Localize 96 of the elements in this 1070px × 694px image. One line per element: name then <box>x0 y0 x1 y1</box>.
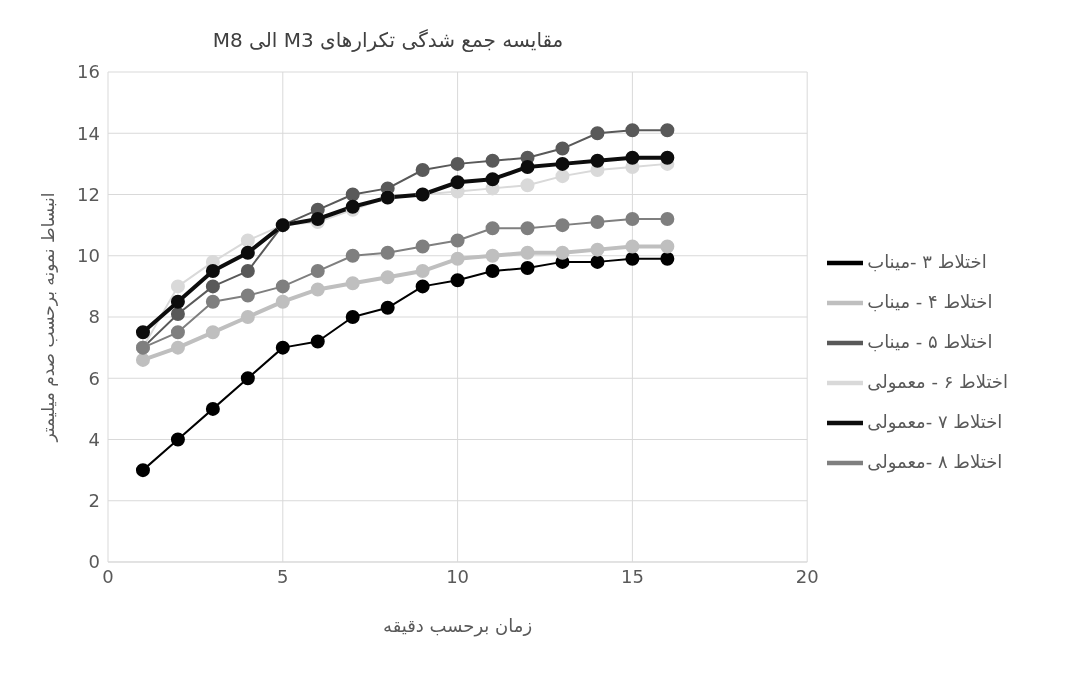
y-tick-label: 8 <box>88 306 100 328</box>
point <box>170 432 185 447</box>
point <box>485 221 500 236</box>
point <box>590 153 605 168</box>
point <box>555 141 570 156</box>
y-tick-label: 0 <box>88 551 100 573</box>
legend-label: اختلاط ۶ - معمولی <box>867 371 1008 392</box>
point <box>240 310 255 324</box>
point <box>205 325 220 340</box>
x-tick-label: 5 <box>277 565 289 587</box>
point <box>625 212 640 226</box>
point <box>240 371 255 386</box>
point <box>380 245 395 260</box>
point <box>135 463 150 478</box>
point <box>310 212 325 226</box>
point <box>310 282 325 297</box>
point <box>415 163 430 177</box>
point <box>240 233 255 248</box>
y-axis-title: انبساط نمونه برحسب صدم میلیمتر <box>38 192 59 443</box>
point <box>625 123 640 138</box>
point <box>520 221 535 236</box>
point <box>345 248 360 263</box>
point <box>520 178 535 193</box>
point <box>275 294 290 309</box>
point <box>485 264 500 279</box>
point <box>590 126 605 141</box>
point <box>345 276 360 291</box>
point <box>310 264 325 279</box>
point <box>205 279 220 294</box>
point <box>170 306 185 321</box>
point <box>240 288 255 303</box>
point <box>450 251 465 266</box>
point <box>205 294 220 309</box>
x-tick-label: 15 <box>620 565 644 587</box>
point <box>660 239 675 254</box>
x-tick-label: 0 <box>102 565 114 587</box>
chart-title: مقایسه جمع شدگی تکرارهای M3 الی M8 <box>211 27 565 54</box>
point <box>520 245 535 260</box>
point <box>485 248 500 263</box>
y-tick-label: 4 <box>88 428 100 450</box>
point <box>415 279 430 294</box>
point <box>170 294 185 309</box>
point <box>660 251 675 266</box>
point <box>485 172 500 187</box>
point <box>380 270 395 285</box>
point <box>660 150 675 165</box>
legend-label: اختلاط ۷ -معمولی <box>867 411 1003 432</box>
point <box>415 264 430 279</box>
point <box>205 264 220 279</box>
y-tick-label: 12 <box>77 183 100 205</box>
point <box>485 153 500 168</box>
point <box>590 215 605 230</box>
point <box>170 325 185 340</box>
point <box>555 218 570 233</box>
point <box>590 242 605 257</box>
legend-label: اختلاط ۳ -میناب <box>867 251 987 272</box>
point <box>555 169 570 184</box>
point <box>450 156 465 171</box>
point <box>135 325 150 340</box>
point <box>660 123 675 138</box>
y-tick-label: 14 <box>77 122 100 144</box>
point <box>555 245 570 260</box>
point <box>520 159 535 174</box>
point <box>625 239 640 254</box>
point <box>555 156 570 171</box>
point <box>625 150 640 165</box>
y-tick-label: 10 <box>77 245 100 267</box>
point <box>135 352 150 367</box>
point <box>520 261 535 275</box>
x-tick-label: 10 <box>446 565 470 587</box>
point <box>275 279 290 294</box>
point <box>275 340 290 355</box>
point <box>450 273 465 288</box>
point <box>170 340 185 355</box>
point <box>380 300 395 315</box>
x-tick-label: 20 <box>795 565 819 587</box>
point <box>625 251 640 266</box>
x-axis-title: زمان برحسب دقیقه <box>383 615 533 637</box>
y-tick-label: 16 <box>77 61 100 83</box>
point <box>590 254 605 269</box>
y-tick-label: 6 <box>88 367 100 389</box>
point <box>345 187 360 202</box>
legend-label: اختلاط ۴ - میناب <box>867 291 993 312</box>
legend-label: اختلاط ۸ -معمولی <box>867 451 1003 472</box>
point <box>205 401 220 416</box>
point <box>310 334 325 349</box>
point <box>345 310 360 324</box>
point <box>660 212 675 226</box>
point <box>450 175 465 190</box>
point <box>415 239 430 254</box>
point <box>450 233 465 248</box>
point <box>170 279 185 294</box>
legend-label: اختلاط ۵ - میناب <box>867 331 993 352</box>
point <box>240 245 255 260</box>
point <box>240 264 255 279</box>
y-tick-label: 2 <box>88 490 100 512</box>
